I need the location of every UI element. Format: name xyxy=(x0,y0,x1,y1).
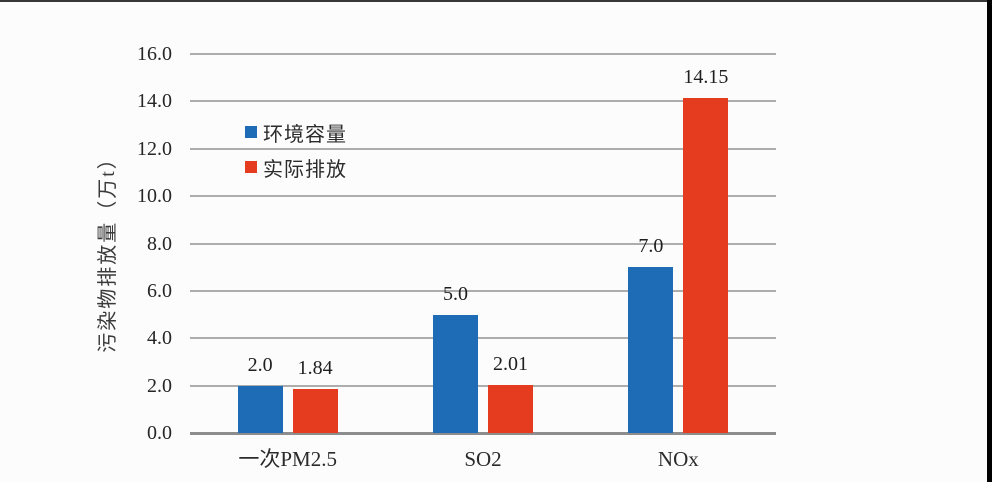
bar-value-label: 2.01 xyxy=(493,353,528,376)
bar-capacity xyxy=(628,267,674,433)
gridline xyxy=(190,53,776,55)
legend-swatch-actual xyxy=(245,161,257,173)
y-tick-label: 2.0 xyxy=(147,374,172,397)
y-tick-label: 6.0 xyxy=(147,279,172,302)
bar-capacity xyxy=(433,314,478,433)
bar-value-label: 7.0 xyxy=(638,235,664,258)
bar-actual xyxy=(292,389,338,433)
bar-actual xyxy=(488,385,533,433)
bar-value-label: 14.15 xyxy=(683,65,729,88)
y-tick-label: 10.0 xyxy=(137,185,172,208)
y-tick-label: 12.0 xyxy=(137,137,172,160)
gridline xyxy=(190,384,776,387)
x-category-label: 一次PM2.5 xyxy=(238,447,337,471)
y-tick-label: 0.0 xyxy=(147,422,172,444)
bar-actual xyxy=(683,97,729,433)
y-tick-label: 4.0 xyxy=(147,327,172,350)
plot-area xyxy=(190,53,776,435)
gridline xyxy=(190,147,776,150)
legend: 环境容量 实际排放 xyxy=(245,121,347,191)
x-category-label: NOx xyxy=(657,447,699,471)
bar-value-label: 2.0 xyxy=(247,353,273,376)
bar-value-label: 1.84 xyxy=(297,357,333,380)
y-tick-label: 14.0 xyxy=(137,90,172,113)
legend-swatch-capacity xyxy=(245,126,257,138)
top-edge-line xyxy=(0,0,992,2)
bar-capacity xyxy=(237,385,283,433)
gridline xyxy=(190,242,776,245)
legend-item: 环境容量 xyxy=(245,121,347,146)
legend-item: 实际排放 xyxy=(245,156,347,181)
legend-label-capacity: 环境容量 xyxy=(263,123,347,146)
x-category-label: SO2 xyxy=(464,447,502,471)
x-axis-line xyxy=(190,432,776,435)
legend-label-actual: 实际排放 xyxy=(263,158,347,181)
y-tick-label: 16.0 xyxy=(137,43,172,65)
gridline xyxy=(190,100,776,103)
gridline xyxy=(190,289,776,292)
gridline xyxy=(190,195,776,198)
y-tick-label: 8.0 xyxy=(147,232,172,255)
gridline xyxy=(190,337,776,340)
bar-value-label: 5.0 xyxy=(443,282,468,305)
right-edge-bar xyxy=(987,0,992,482)
